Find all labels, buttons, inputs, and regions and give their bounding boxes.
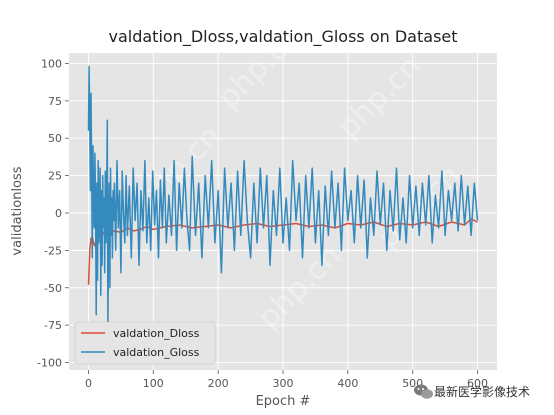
y-tick-label: -50 <box>44 282 62 295</box>
y-tick-label: 100 <box>41 57 62 70</box>
x-axis-label: Epoch # <box>256 394 311 409</box>
y-tick-label: 50 <box>48 132 62 145</box>
y-tick-label: -75 <box>44 319 62 332</box>
wechat-icon <box>414 384 433 399</box>
x-tick-label: 0 <box>85 377 92 390</box>
legend: valdation_Dloss valdation_Gloss <box>74 321 216 365</box>
series-line-gloss <box>87 65 479 326</box>
wechat-account-name: 最新医学影像技术 <box>434 384 530 399</box>
x-tick-label: 200 <box>208 377 229 390</box>
chart-title: valdation_Dloss,valdation_Gloss on Datas… <box>108 27 457 47</box>
wechat-badge: 最新医学影像技术 <box>414 384 530 399</box>
y-tick-label: -25 <box>44 244 62 257</box>
legend-box <box>74 321 216 365</box>
x-tick-label: 600 <box>467 377 488 390</box>
x-tick-labels: 0 100 200 300 400 500 600 <box>85 370 488 390</box>
y-tick-label: 25 <box>48 170 62 183</box>
y-tick-labels: -100 -75 -50 -25 0 25 50 75 100 <box>37 57 69 370</box>
legend-label-gloss: valdation_Gloss <box>113 346 200 359</box>
y-tick-label: 0 <box>55 207 62 220</box>
legend-label-dloss: valdation_Dloss <box>113 327 200 340</box>
y-tick-label: 75 <box>48 95 62 108</box>
y-tick-label: -100 <box>37 357 62 370</box>
x-tick-label: 300 <box>273 377 294 390</box>
x-tick-label: 100 <box>143 377 164 390</box>
x-tick-label: 400 <box>337 377 358 390</box>
series-group <box>87 65 479 326</box>
y-axis-label: validationloss <box>10 166 25 255</box>
